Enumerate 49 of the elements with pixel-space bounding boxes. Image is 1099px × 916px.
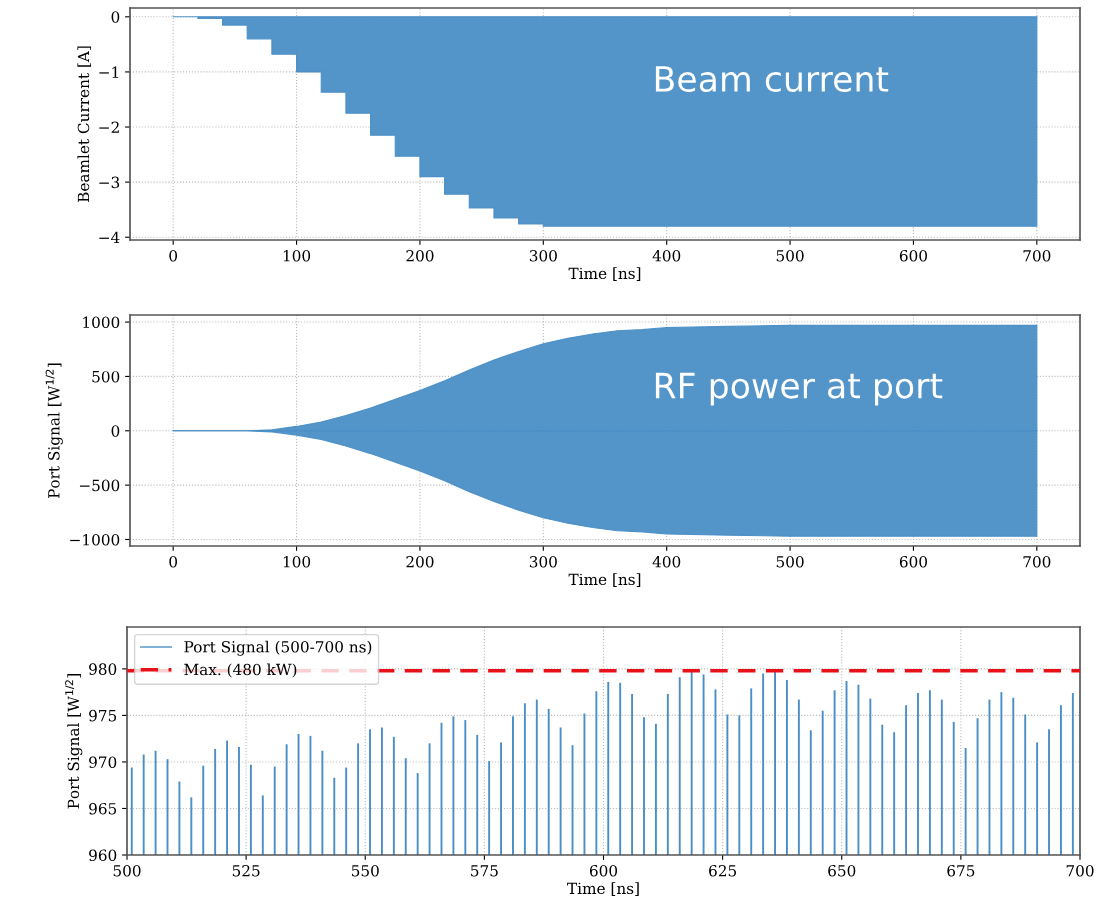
x-tick-label: 400 [652, 249, 681, 262]
y-tick-label: −3 [99, 176, 120, 189]
ref-line-label: Max. (480 kW) [184, 663, 297, 678]
annotation: RF power at port [655, 372, 943, 406]
y-tick-label: 980 [89, 663, 117, 675]
x-tick-label: 625 [709, 864, 737, 877]
y-tick-label: −4 [99, 231, 120, 244]
x-tick-label: 525 [232, 864, 260, 877]
y-tick-label: −1 [99, 66, 119, 78]
x-tick-label: 575 [471, 865, 498, 877]
legend-label: Port Signal (500-700 ns) [184, 640, 372, 656]
y-tick-label: 0 [111, 11, 120, 23]
x-axis-title: Time [ns] [568, 573, 641, 587]
y-tick-label: 500 [92, 370, 120, 383]
y-tick-label: 970 [89, 756, 117, 768]
x-tick-label: 200 [406, 555, 434, 568]
x-tick-label: 200 [406, 249, 434, 262]
x-tick-label: 300 [529, 555, 557, 568]
x-tick-label: 600 [589, 864, 618, 877]
y-tick-label: −1000 [70, 533, 120, 546]
x-tick-label: 500 [776, 555, 804, 568]
x-tick-label: 650 [828, 864, 856, 877]
x-tick-label: 675 [947, 864, 975, 877]
x-axis-title: Time [ns] [568, 267, 641, 281]
y-axis-title: Port Signal [W$^{1/2}$] [45, 363, 63, 499]
y-tick-label: 975 [89, 709, 117, 722]
x-tick-label: 700 [1023, 555, 1051, 568]
x-tick-label: 0 [169, 555, 178, 568]
x-tick-label: 300 [529, 249, 557, 262]
annotation: Beam current [655, 66, 889, 93]
y-tick-label: −2 [99, 121, 119, 133]
y-tick-label: 960 [89, 849, 117, 862]
y-axis-title: Port Signal [W$^{1/2}$] [65, 674, 83, 809]
x-tick-label: 100 [283, 555, 311, 568]
y-tick-label: 1000 [83, 316, 120, 329]
y-axis-title: Beamlet Current [A] [77, 46, 92, 203]
x-tick-label: 500 [776, 249, 804, 262]
x-tick-label: 600 [899, 555, 928, 568]
x-axis-title: Time [ns] [567, 882, 639, 896]
x-tick-label: 0 [169, 249, 178, 262]
x-tick-label: 700 [1023, 249, 1051, 262]
y-tick-label: −500 [79, 479, 120, 492]
x-tick-label: 100 [283, 249, 311, 262]
x-tick-label: 700 [1066, 864, 1094, 877]
y-tick-label: 965 [89, 802, 117, 815]
x-tick-label: 550 [351, 864, 379, 877]
x-tick-label: 400 [652, 555, 681, 568]
x-tick-label: 600 [899, 249, 928, 262]
y-tick-label: 0 [111, 425, 120, 437]
